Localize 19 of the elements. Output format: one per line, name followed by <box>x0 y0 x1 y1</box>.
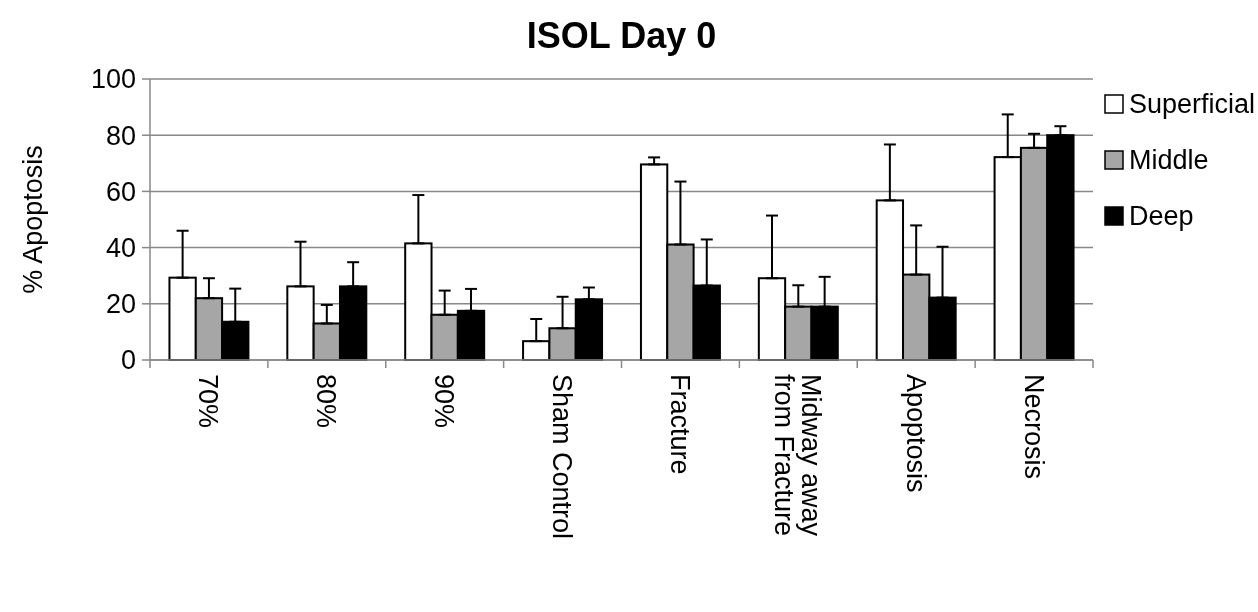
legend-label: Middle <box>1129 145 1209 176</box>
x-tick-label: Sham Control <box>547 374 578 540</box>
y-tick-label: 100 <box>90 64 136 95</box>
y-tick-label: 0 <box>120 345 136 376</box>
x-tick-label: 90% <box>429 374 460 429</box>
x-tick-label: Fracture <box>664 374 695 475</box>
chart-title: ISOL Day 0 <box>526 15 717 56</box>
y-axis-title: % Apoptosis <box>18 145 48 294</box>
x-tick-label: 80% <box>311 374 342 429</box>
x-tick-label: Apoptosis <box>900 374 931 493</box>
x-tick-label: Midway away from Fracture <box>769 374 827 537</box>
x-tick-label: 70% <box>193 374 224 429</box>
legend-label: Deep <box>1129 201 1194 232</box>
x-tick-label: Necrosis <box>1018 374 1049 480</box>
y-tick-label: 60 <box>105 176 136 207</box>
y-tick-label: 40 <box>105 233 136 264</box>
y-tick-label: 80 <box>105 120 136 151</box>
legend-label: Superficial <box>1129 89 1256 120</box>
y-tick-label: 20 <box>105 289 136 320</box>
